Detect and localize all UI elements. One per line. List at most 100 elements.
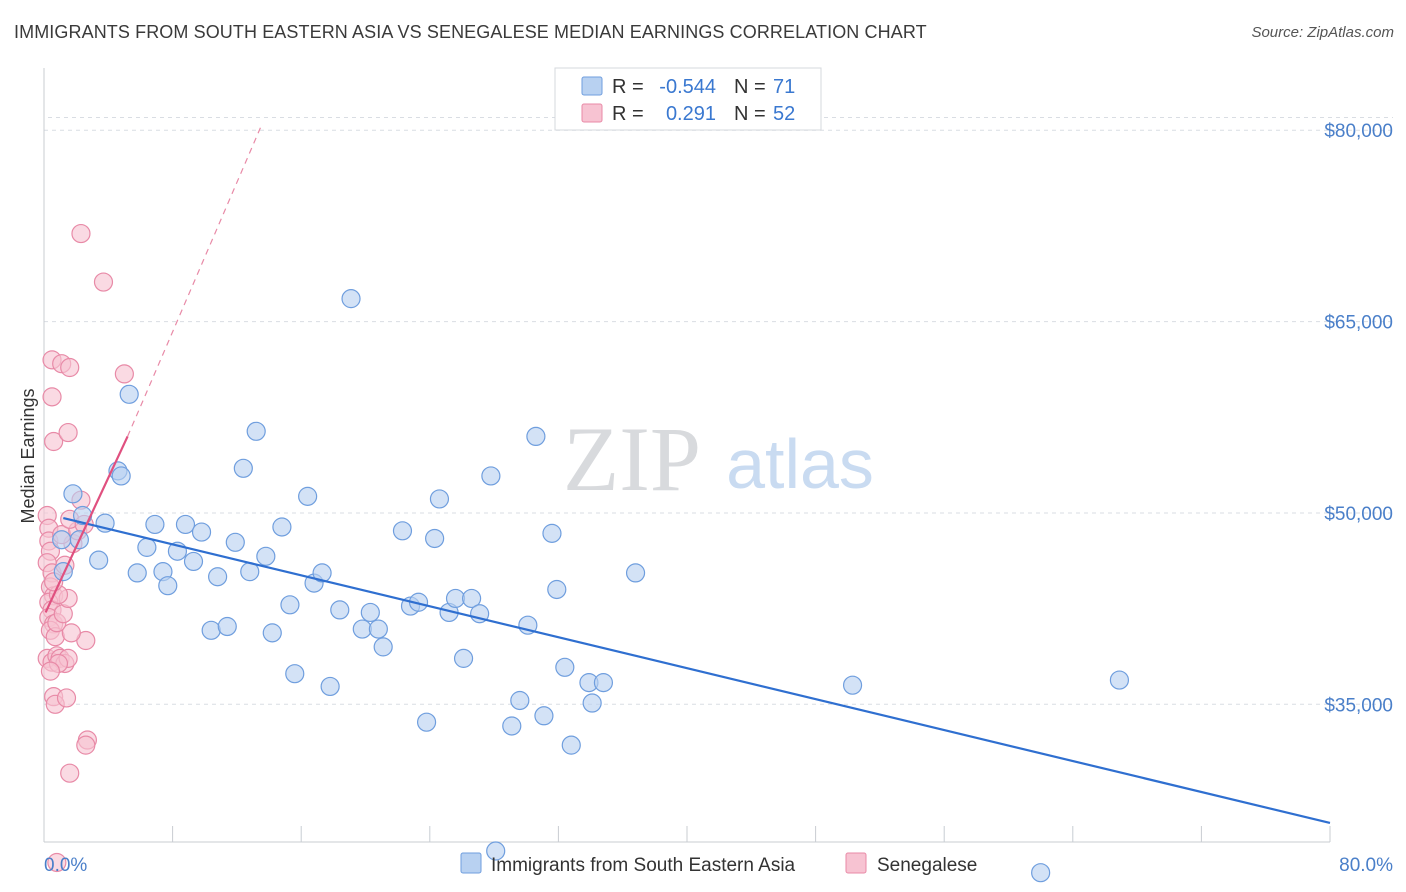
sea-point <box>526 426 546 447</box>
senegalese-point <box>58 422 78 443</box>
y-tick-label: $35,000 <box>1324 695 1393 716</box>
senegalese-point <box>60 357 80 378</box>
senegalese-point <box>56 688 77 708</box>
sea-point <box>593 673 614 693</box>
senegalese-point <box>114 364 134 384</box>
legend-n-label-blue: N = <box>734 76 766 98</box>
y-tick-label: $65,000 <box>1324 313 1393 334</box>
sea-point <box>201 620 221 640</box>
sea-point <box>341 289 361 309</box>
sea-point <box>52 530 72 550</box>
sea-point <box>89 550 109 570</box>
legend-n-value-pink: 52 <box>773 103 795 125</box>
sea-point <box>625 563 646 583</box>
sea-point <box>298 486 318 506</box>
sea-point <box>145 514 165 535</box>
sea-point <box>453 648 474 668</box>
y-axis-label: Median Earnings <box>18 388 38 523</box>
source-label: Source: ZipAtlas.com <box>1251 24 1394 41</box>
watermark-zip: ZIP <box>563 408 701 510</box>
series-swatch-blue <box>460 852 482 874</box>
watermark-atlas: atlas <box>726 425 874 503</box>
senegalese-trend-line <box>44 435 129 613</box>
sea-point <box>481 466 501 486</box>
senegalese-point <box>71 223 91 244</box>
sea-point <box>429 489 450 509</box>
sea-point <box>53 562 73 582</box>
senegalese-point <box>61 623 81 643</box>
sea-point <box>582 693 602 713</box>
legend-n-value-blue: 71 <box>773 76 795 98</box>
senegalese-point <box>47 852 67 873</box>
sea-point <box>547 579 567 600</box>
sea-point <box>256 546 276 566</box>
senegalese-point <box>44 431 64 452</box>
sea-point <box>175 514 196 535</box>
grid-lines <box>44 116 1393 705</box>
sea-point <box>272 517 292 537</box>
sea-point <box>1031 863 1051 883</box>
senegalese-trend-extension <box>127 126 262 437</box>
sea-point <box>225 532 245 552</box>
legend-r-label-blue: R = <box>612 76 644 98</box>
x-tick-label-min: 0.0% <box>44 855 87 876</box>
sea-point <box>555 657 575 677</box>
chart-title: IMMIGRANTS FROM SOUTH EASTERN ASIA VS SE… <box>14 22 927 42</box>
sea-point <box>191 522 212 542</box>
legend-swatch-pink <box>581 103 603 123</box>
sea-point <box>392 521 413 541</box>
y-tick-labels: $35,000 $50,000 $65,000 $80,000 <box>1324 121 1393 716</box>
y-tick-label: $80,000 <box>1324 121 1393 142</box>
legend: R = -0.544 N = 71 R = 0.291 N = 52 <box>554 67 822 131</box>
sea-point <box>158 576 178 596</box>
sea-point <box>542 523 562 543</box>
sea-point <box>111 466 131 486</box>
senegalese-point <box>42 387 62 407</box>
sea-point <box>534 706 554 726</box>
senegalese-point <box>93 272 114 292</box>
sea-point <box>461 588 482 609</box>
sea-trend-line <box>63 516 1331 825</box>
sea-point <box>63 484 83 504</box>
senegalese-point <box>76 735 96 755</box>
sea-point <box>445 588 466 609</box>
sea-point <box>416 712 437 732</box>
sea-point <box>510 690 530 711</box>
sea-point <box>486 841 506 861</box>
sea-point <box>246 421 266 441</box>
legend-swatch-blue <box>581 76 603 96</box>
sea-point <box>208 567 228 587</box>
sea-point <box>360 602 380 623</box>
sea-point <box>320 676 340 697</box>
axes <box>43 68 1331 843</box>
legend-n-label-pink: N = <box>734 103 766 125</box>
sea-point <box>330 600 350 620</box>
series-swatch-pink <box>845 852 867 874</box>
y-tick-label: $50,000 <box>1324 504 1393 525</box>
sea-point <box>119 384 139 404</box>
senegalese-point <box>40 661 61 681</box>
sea-point <box>373 637 393 657</box>
sea-point <box>842 675 863 695</box>
sea-point <box>233 458 253 478</box>
legend-r-label-pink: R = <box>612 103 644 125</box>
series-name-blue: Immigrants from South Eastern Asia <box>491 855 796 876</box>
senegalese-point <box>60 763 80 783</box>
sea-point <box>352 619 372 639</box>
sea-points <box>52 289 1130 883</box>
sea-point <box>368 619 388 639</box>
sea-point <box>127 563 147 583</box>
sea-point <box>280 595 300 615</box>
sea-point <box>183 551 204 572</box>
series-name-pink: Senegalese <box>877 855 977 876</box>
sea-point <box>502 716 522 736</box>
watermark: ZIP atlas <box>563 408 874 510</box>
sea-point <box>312 563 332 583</box>
sea-point <box>561 735 581 755</box>
sea-point <box>425 528 445 549</box>
series-legend: Immigrants from South Eastern Asia Seneg… <box>460 852 977 876</box>
legend-r-value-pink: 0.291 <box>666 103 716 125</box>
sea-point <box>262 623 282 643</box>
sea-point <box>217 616 237 637</box>
